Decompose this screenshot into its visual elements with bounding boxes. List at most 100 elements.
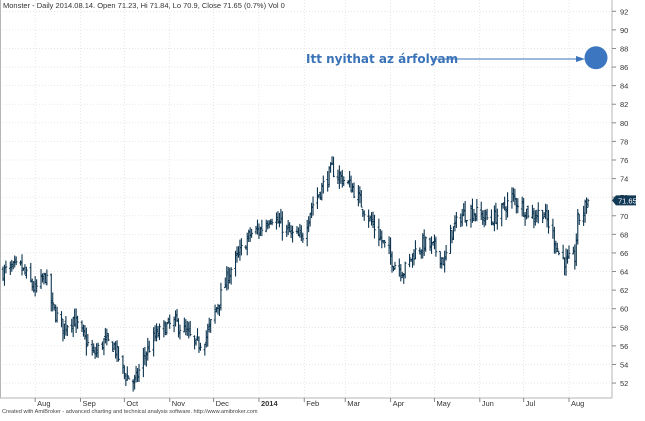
ohlc-bar (70, 318, 74, 333)
ohlc-bar (434, 236, 438, 257)
ohlc-bar (275, 212, 278, 230)
ohlc-bar (247, 229, 250, 242)
ohlc-bar (237, 246, 240, 258)
ohlc-bar (525, 208, 528, 220)
ohlc-bar (472, 208, 476, 222)
ohlc-bar (142, 347, 145, 378)
ohlc-bar (301, 232, 305, 243)
ohlc-bar (111, 341, 114, 352)
y-tick-label: 66 (620, 249, 628, 258)
ohlc-bar (93, 346, 97, 359)
ohlc-bar (115, 340, 119, 362)
ohlc-bar (520, 196, 524, 217)
ohlc-bar (9, 261, 12, 275)
ohlc-bar (136, 368, 139, 382)
ohlc-bar (371, 211, 375, 229)
ohlc-bar (250, 228, 253, 238)
ohlc-bar (557, 250, 561, 256)
x-tick-label: Dec (216, 399, 230, 408)
ohlc-bar (450, 230, 454, 244)
ohlc-bar (137, 363, 141, 382)
ohlc-bar (152, 327, 155, 357)
ohlc-bar (107, 333, 110, 342)
ohlc-bar (399, 264, 403, 282)
ohlc-bar (430, 236, 433, 254)
ohlc-bar (52, 303, 56, 310)
ohlc-bar (351, 183, 354, 193)
ohlc-bar (393, 261, 397, 270)
y-tick-label: 58 (620, 323, 628, 332)
ohlc-bar (10, 259, 14, 272)
ohlc-bar (23, 264, 27, 275)
ohlc-bar (541, 209, 544, 223)
ohlc-bar (438, 250, 442, 269)
ohlc-bar (168, 314, 172, 329)
y-tick-label: 56 (620, 342, 628, 351)
ohlc-bar (573, 244, 577, 270)
ohlc-bar (576, 209, 580, 245)
ohlc-bar (408, 253, 411, 268)
annotation-arrow-head (576, 56, 585, 62)
ohlc-bar (101, 341, 104, 350)
ohlc-bar (39, 269, 43, 290)
ohlc-bar (14, 256, 18, 266)
ohlc-bar (428, 237, 432, 251)
ohlc-bar (522, 197, 525, 217)
ohlc-bar (471, 198, 474, 223)
ohlc-bar (64, 316, 68, 336)
ohlc-bar (506, 192, 509, 218)
ohlc-bar (126, 366, 129, 381)
ohlc-bar (338, 165, 341, 189)
ohlc-bar (143, 346, 147, 366)
ohlc-bar (174, 310, 177, 327)
y-tick-label: 64 (620, 268, 628, 277)
ohlc-bar (484, 209, 487, 226)
x-tick-label: Mar (347, 399, 360, 408)
last-price-tag-shape (612, 195, 636, 206)
ohlc-bar (332, 156, 335, 178)
ohlc-bar (462, 203, 465, 217)
x-tick-label: Jun (482, 399, 494, 408)
ohlc-bar (194, 338, 198, 346)
y-tick-label: 82 (620, 100, 628, 109)
ohlc-bar (281, 211, 284, 241)
y-tick-label: 90 (620, 26, 628, 35)
ohlc-bar (188, 320, 192, 337)
ohlc-bar (379, 229, 382, 241)
ohlc-bar (55, 306, 59, 323)
ohlc-bar (185, 320, 189, 336)
ohlc-bar (104, 328, 107, 344)
ohlc-bar (218, 304, 221, 316)
ohlc-bar (501, 202, 505, 209)
ohlc-bar (577, 213, 581, 225)
ohlc-bar (523, 211, 527, 226)
ohlc-bar (278, 212, 281, 228)
ohlc-bar (348, 170, 351, 188)
ohlc-bar (409, 259, 413, 262)
ohlc-bar (146, 337, 150, 361)
ohlc-bar (512, 187, 515, 202)
ohlc-bar (475, 198, 479, 222)
ohlc-bar (289, 225, 293, 239)
ohlc-bar (197, 336, 201, 353)
footer-credit: Created with AmiBroker - advanced charti… (2, 409, 258, 415)
ohlc-bar (291, 225, 294, 243)
annotation-text: Itt nyithat az árfolyam (306, 52, 458, 66)
ohlc-bar (392, 265, 395, 272)
y-axis: 5254565860626466687072747678808284868890… (612, 7, 628, 388)
ohlc-bar (535, 209, 539, 223)
ohlc-bar (553, 226, 556, 254)
ohlc-bar (216, 303, 220, 315)
ohlc-bar (493, 205, 496, 232)
ohlc-bar (479, 201, 483, 221)
y-tick-label: 62 (620, 286, 628, 295)
x-tick-label: Apr (393, 399, 405, 408)
y-tick-label: 88 (620, 44, 628, 53)
ohlc-bar (155, 323, 158, 342)
y-tick-label: 74 (620, 175, 628, 184)
ohlc-bar (33, 276, 37, 297)
ohlc-bar (44, 272, 47, 284)
ohlc-bar (80, 320, 84, 333)
ohlc-bar (329, 162, 332, 173)
